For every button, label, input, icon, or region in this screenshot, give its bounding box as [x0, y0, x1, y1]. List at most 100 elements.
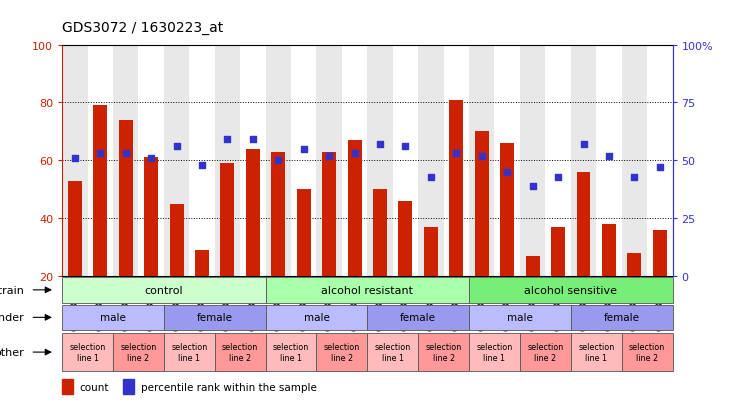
Bar: [265, 45, 291, 276]
Point: [323, 153, 335, 159]
Bar: [469, 333, 520, 372]
Bar: [144, 158, 158, 276]
Point: [577, 142, 589, 148]
Point: [603, 153, 615, 159]
Bar: [113, 333, 164, 372]
Bar: [297, 190, 311, 276]
Bar: [265, 278, 469, 303]
Bar: [571, 333, 621, 372]
Text: selection
line 1: selection line 1: [374, 342, 411, 362]
Text: selection
line 1: selection line 1: [69, 342, 106, 362]
Bar: [647, 45, 673, 276]
Bar: [271, 152, 285, 276]
Bar: [124, 380, 135, 394]
Text: selection
line 2: selection line 2: [425, 342, 462, 362]
Text: selection
line 2: selection line 2: [324, 342, 360, 362]
Text: alcohol sensitive: alcohol sensitive: [524, 285, 617, 295]
Bar: [118, 121, 133, 276]
Bar: [469, 45, 494, 276]
Bar: [195, 250, 209, 276]
Bar: [444, 45, 469, 276]
Text: selection
line 2: selection line 2: [222, 342, 258, 362]
Bar: [221, 164, 235, 276]
Point: [196, 162, 208, 169]
Bar: [367, 45, 393, 276]
Bar: [322, 152, 336, 276]
Bar: [62, 278, 265, 303]
Bar: [424, 227, 438, 276]
Text: male: male: [507, 313, 533, 323]
Bar: [373, 190, 387, 276]
Bar: [398, 202, 412, 276]
Bar: [348, 141, 362, 276]
Bar: [621, 333, 673, 372]
Text: female: female: [400, 313, 436, 323]
Text: female: female: [197, 313, 232, 323]
Text: selection
line 1: selection line 1: [578, 342, 614, 362]
Text: female: female: [604, 313, 640, 323]
Bar: [627, 253, 641, 276]
Point: [527, 183, 539, 190]
Point: [298, 146, 310, 153]
Bar: [520, 333, 571, 372]
Bar: [68, 181, 82, 276]
Bar: [545, 45, 571, 276]
Point: [94, 151, 106, 157]
Bar: [342, 45, 367, 276]
Bar: [215, 333, 265, 372]
Bar: [653, 230, 667, 276]
Text: selection
line 2: selection line 2: [121, 342, 156, 362]
Point: [120, 151, 132, 157]
Text: percentile rank within the sample: percentile rank within the sample: [140, 382, 317, 392]
Point: [145, 155, 157, 162]
Text: strain: strain: [0, 285, 24, 295]
Bar: [317, 45, 342, 276]
Bar: [596, 45, 621, 276]
Bar: [577, 173, 591, 276]
Bar: [367, 333, 418, 372]
Bar: [164, 333, 215, 372]
Point: [69, 155, 80, 162]
Bar: [474, 132, 489, 276]
Bar: [240, 45, 265, 276]
Bar: [215, 45, 240, 276]
Point: [273, 158, 284, 164]
Point: [171, 144, 183, 150]
Bar: [393, 45, 418, 276]
Bar: [602, 224, 616, 276]
Bar: [88, 45, 113, 276]
Bar: [62, 380, 73, 394]
Bar: [164, 45, 189, 276]
Bar: [571, 45, 596, 276]
Text: alcohol resistant: alcohol resistant: [322, 285, 413, 295]
Text: selection
line 2: selection line 2: [527, 342, 564, 362]
Point: [501, 169, 513, 176]
Text: count: count: [79, 382, 109, 392]
Text: male: male: [100, 313, 126, 323]
Bar: [62, 333, 113, 372]
Point: [654, 164, 666, 171]
Text: GDS3072 / 1630223_at: GDS3072 / 1630223_at: [62, 21, 224, 35]
Bar: [113, 45, 138, 276]
Bar: [571, 305, 673, 330]
Text: other: other: [0, 347, 24, 357]
Point: [247, 137, 259, 143]
Point: [629, 174, 640, 180]
Bar: [520, 45, 545, 276]
Text: selection
line 1: selection line 1: [273, 342, 309, 362]
Bar: [469, 278, 673, 303]
Bar: [62, 45, 88, 276]
Text: control: control: [145, 285, 183, 295]
Text: selection
line 1: selection line 1: [477, 342, 512, 362]
Bar: [469, 305, 571, 330]
Bar: [526, 256, 539, 276]
Bar: [418, 333, 469, 372]
Bar: [94, 106, 107, 276]
Bar: [170, 204, 183, 276]
Text: gender: gender: [0, 313, 24, 323]
Point: [476, 153, 488, 159]
Point: [425, 174, 436, 180]
Bar: [189, 45, 215, 276]
Bar: [418, 45, 444, 276]
Bar: [246, 150, 260, 276]
